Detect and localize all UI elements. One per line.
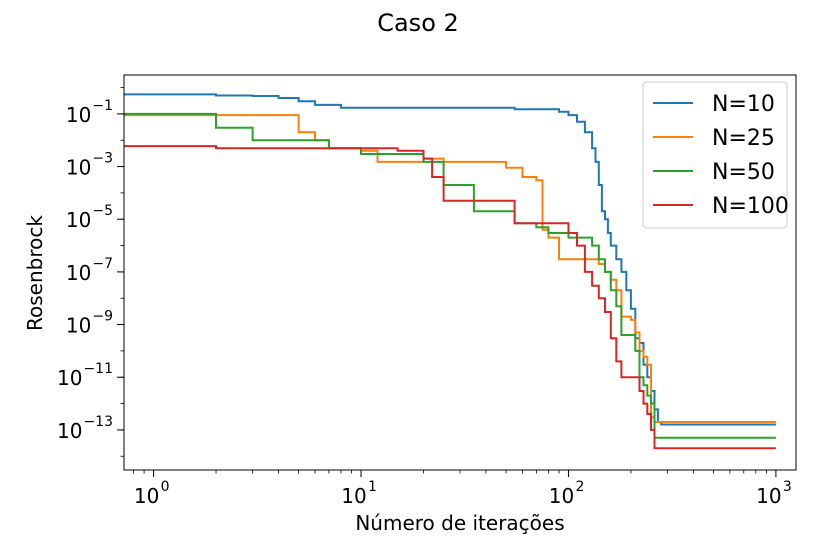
y-tick-label-exponent: −3	[92, 151, 113, 167]
y-tick-label: 10	[66, 208, 91, 232]
legend-label: N=10	[712, 92, 775, 117]
legend-items: N=10 N=25 N=50 N=100	[653, 92, 789, 219]
legend-box	[642, 81, 788, 229]
x-tick-label-exponent: 0	[161, 479, 170, 495]
y-tick-label: 10	[57, 366, 82, 390]
y-tick-label-exponent: −11	[83, 361, 113, 377]
y-tick-label: 10	[57, 419, 82, 443]
y-tick-label-exponent: −1	[92, 98, 113, 114]
x-axis: 10 0 10 1 10 2 10 3	[133, 470, 792, 508]
x-axis-label: Número de iterações	[355, 511, 564, 535]
x-tick-label-exponent: 2	[575, 479, 584, 495]
legend-label: N=25	[712, 126, 775, 151]
x-tick-label: 10	[341, 484, 366, 508]
x-tick-label-exponent: 1	[368, 479, 377, 495]
x-tick-label: 10	[549, 484, 574, 508]
x-tick-label: 10	[134, 484, 159, 508]
chart-title: Caso 2	[377, 9, 459, 37]
y-tick-label: 10	[66, 314, 91, 338]
legend-label: N=50	[712, 160, 775, 185]
x-tick-label-exponent: 3	[783, 479, 792, 495]
y-tick-label: 10	[66, 156, 91, 180]
y-tick-label-exponent: −7	[92, 256, 113, 272]
y-tick-label-exponent: −5	[92, 203, 113, 219]
series-line-n-100	[124, 145, 776, 450]
series-layer	[124, 93, 776, 450]
y-axis-label: Rosenbrock	[23, 215, 47, 331]
series-line-n-10	[124, 93, 776, 426]
y-tick-label-exponent: −13	[83, 414, 113, 430]
y-tick-label: 10	[66, 261, 91, 285]
legend: N=10 N=25 N=50 N=100	[642, 81, 789, 229]
legend-label: N=100	[712, 194, 789, 219]
x-tick-label: 10	[756, 484, 781, 508]
y-tick-label-exponent: −9	[92, 309, 113, 325]
y-tick-label: 10	[66, 103, 91, 127]
